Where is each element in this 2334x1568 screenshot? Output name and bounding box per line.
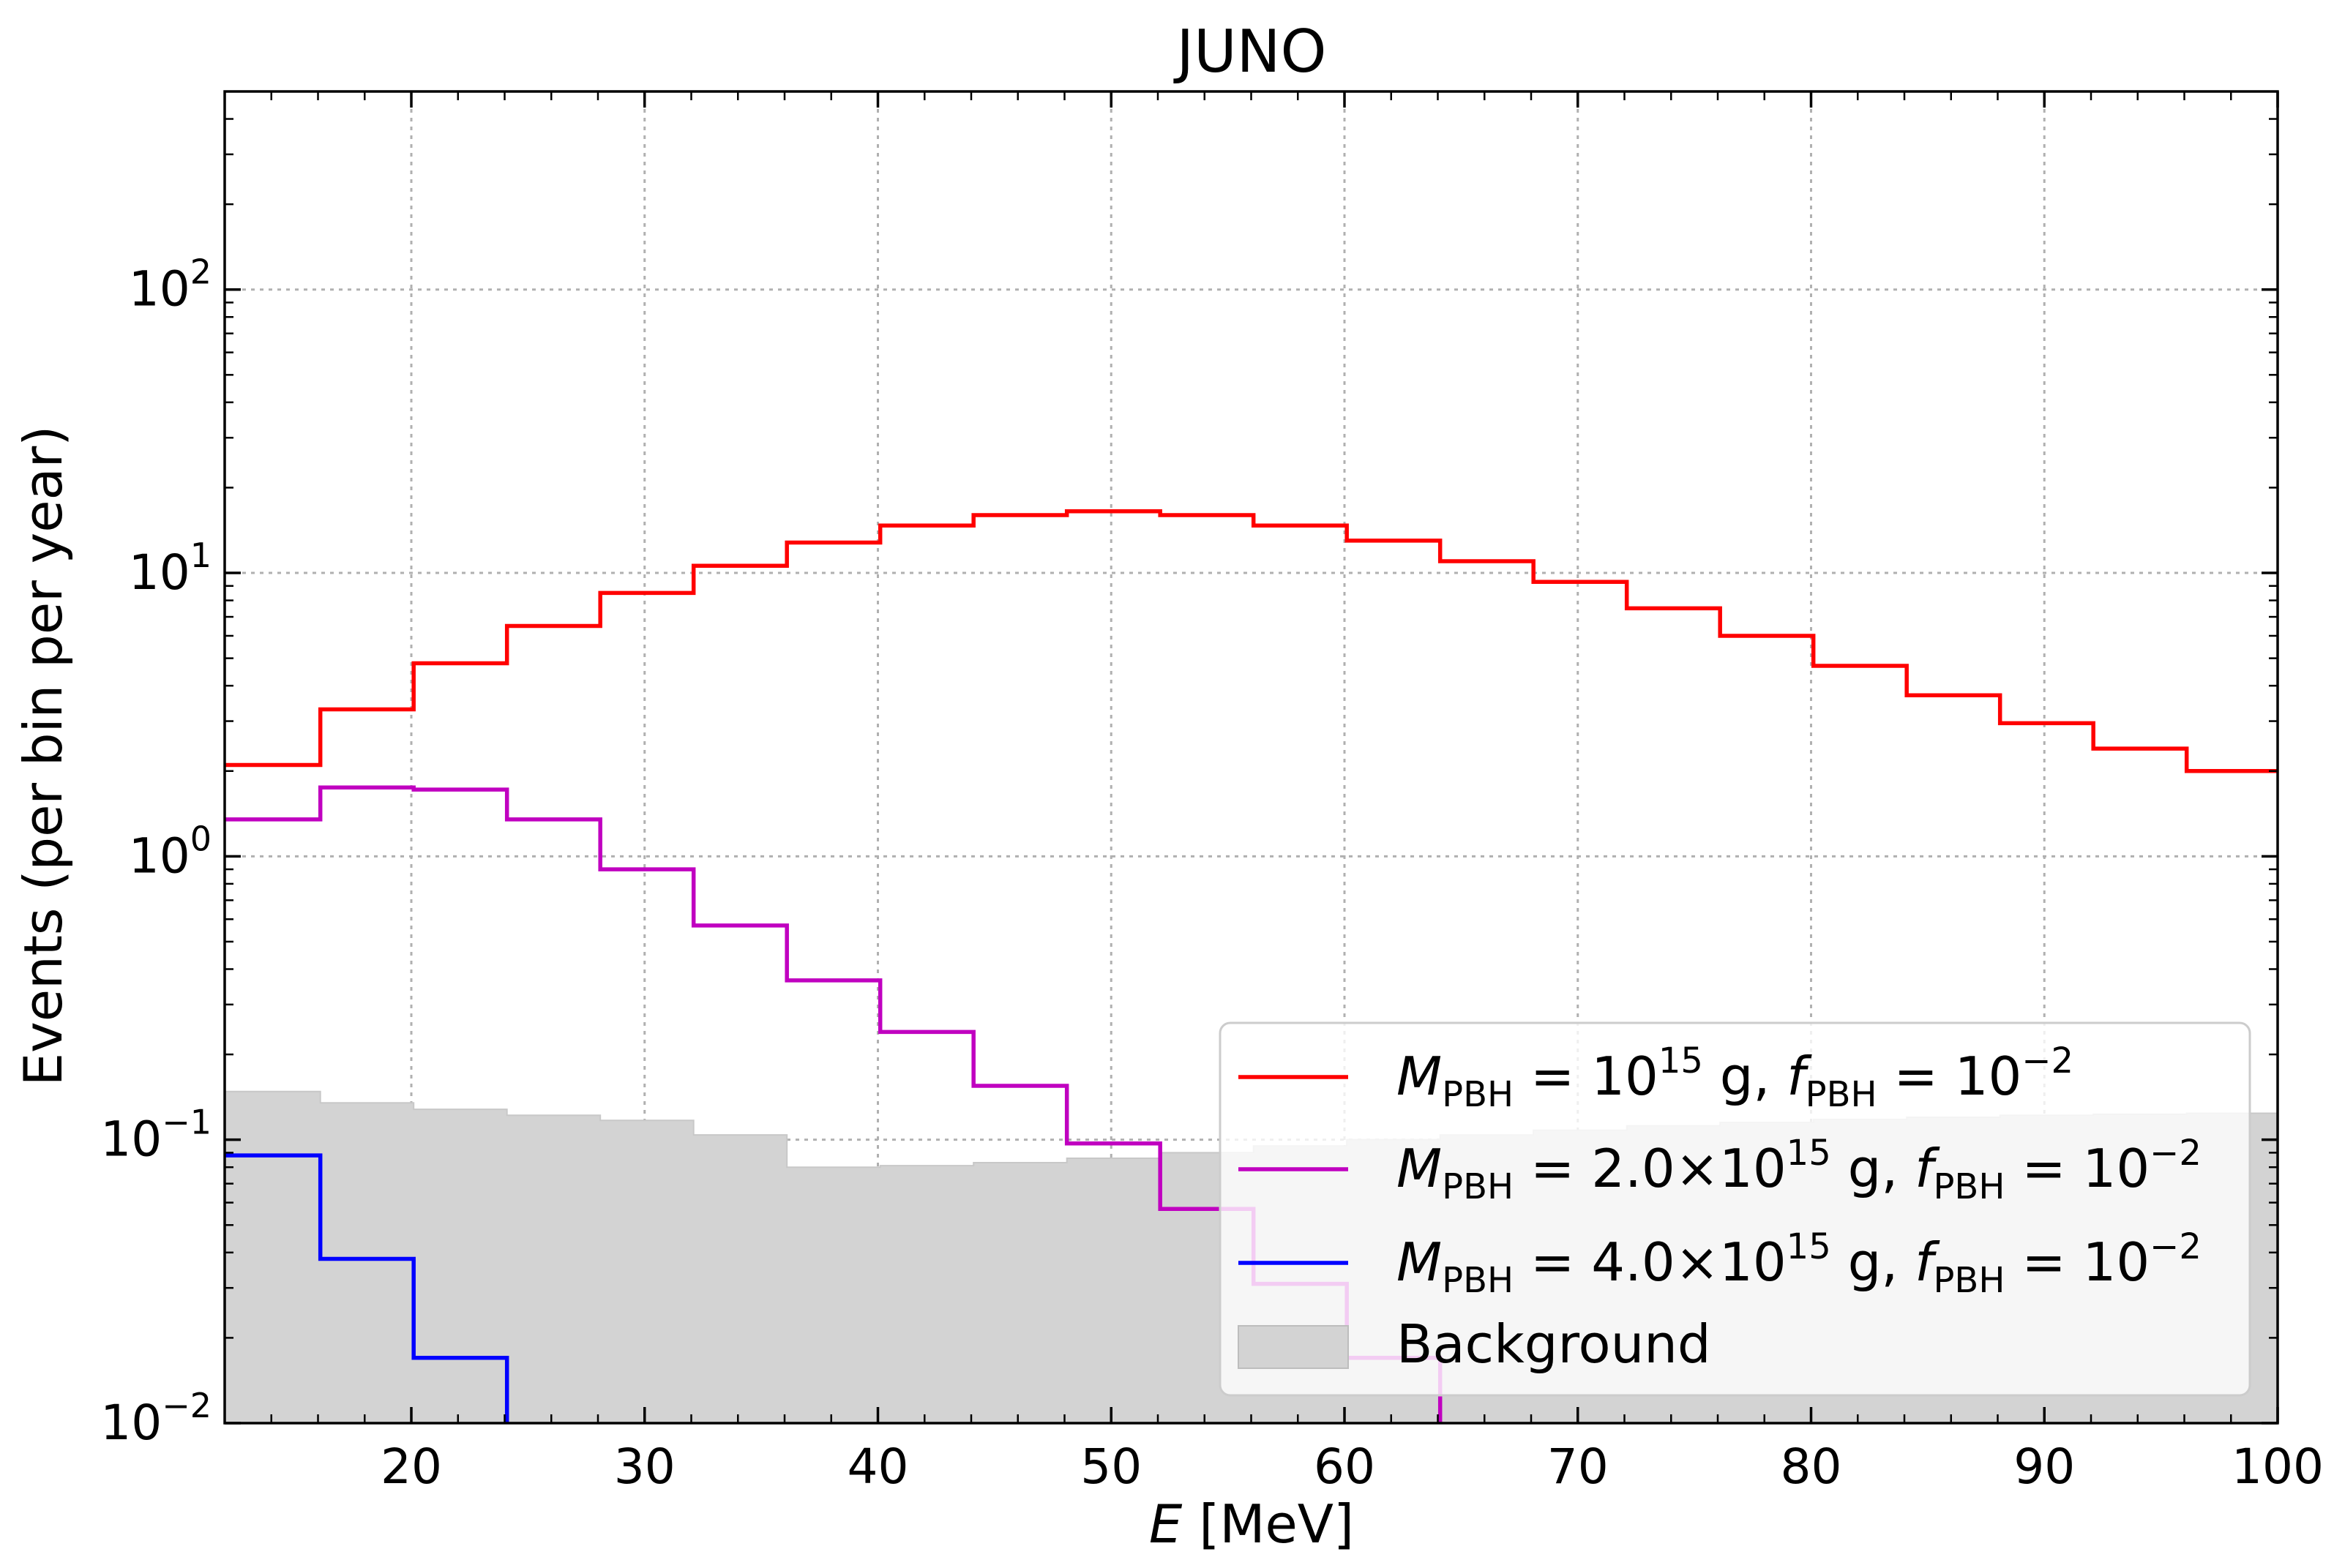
x-tick-label: 40: [848, 1438, 909, 1495]
y-tick-label: 102: [129, 252, 212, 318]
legend-label-red: MPBH = 1015 g, fPBH = 10−2: [1396, 1040, 2073, 1115]
x-tick-label: 60: [1314, 1438, 1375, 1495]
legend-label-blue: MPBH = 4.0×1015 g, fPBH = 10−2: [1396, 1226, 2202, 1301]
x-axis-variable: E: [1149, 1493, 1183, 1555]
legend-box: [1219, 1021, 2251, 1397]
x-tick-label: 80: [1781, 1438, 1842, 1495]
chart-title: JUNO: [1173, 18, 1327, 86]
series-line: [225, 509, 2278, 773]
y-axis-title: Events (per bin per year): [12, 426, 74, 1087]
axis-ticks: [225, 91, 2279, 1425]
plot-frame: [223, 90, 2279, 1425]
x-tick-labels: 20 30 40 50 60 70 80 90 100: [381, 1438, 2324, 1495]
x-axis-title: E [MeV]: [1149, 1493, 1354, 1555]
legend-swatch-background: [1238, 1325, 1349, 1369]
y-tick-label: 10−1: [100, 1103, 212, 1168]
x-tick-label: 70: [1547, 1438, 1609, 1495]
legend-label-background: Background: [1396, 1313, 1711, 1375]
x-tick-label: 90: [2013, 1438, 2075, 1495]
x-tick-label: 100: [2232, 1438, 2324, 1495]
series-line: [225, 1153, 509, 1423]
y-tick-label: 10−2: [100, 1386, 212, 1451]
y-tick-labels: 102 101 100 10−1 10−2: [100, 252, 212, 1451]
x-tick-label: 30: [614, 1438, 676, 1495]
x-tick-label: 50: [1080, 1438, 1142, 1495]
y-tick-label: 101: [129, 536, 212, 601]
x-axis-unit: [MeV]: [1199, 1493, 1354, 1555]
legend-label-magenta: MPBH = 2.0×1015 g, fPBH = 10−2: [1396, 1133, 2202, 1207]
x-tick-label: 20: [381, 1438, 442, 1495]
y-tick-label: 100: [129, 819, 212, 884]
legend: MPBH = 1015 g, fPBH = 10−2 MPBH = 2.0×101…: [1219, 1021, 2251, 1397]
